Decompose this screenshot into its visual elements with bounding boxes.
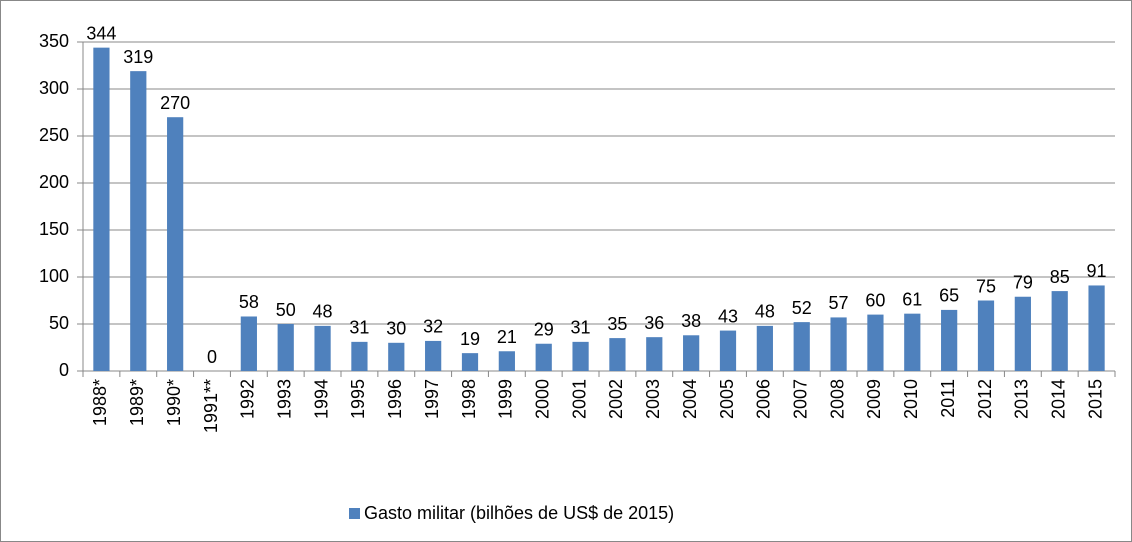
x-tick-label: 2014 [1048,379,1068,419]
bar [904,313,921,371]
x-tick-label: 2009 [864,379,884,419]
data-label: 75 [976,276,996,296]
data-label: 60 [865,290,885,310]
x-tick-label: 2000 [532,379,552,419]
x-tick-label: 2005 [717,379,737,419]
y-tick-label: 0 [59,360,69,380]
bar [756,325,773,371]
data-label: 35 [607,314,627,334]
bar [535,343,552,371]
x-tick-label: 2004 [680,379,700,419]
data-label: 50 [276,300,296,320]
data-label: 85 [1050,267,1070,287]
legend-swatch [349,508,360,519]
legend-label: Gasto militar (bilhões de US$ de 2015) [364,503,674,523]
x-tick-label: 2013 [1012,379,1032,419]
data-label: 32 [423,317,443,337]
y-tick-label: 50 [49,313,69,333]
data-label: 48 [313,302,333,322]
data-label: 29 [534,319,554,339]
y-tick-label: 300 [39,78,69,98]
data-label: 43 [718,306,738,326]
x-tick-label: 1997 [422,379,442,419]
x-tick-label: 2006 [754,379,774,419]
x-tick-label: 2012 [975,379,995,419]
x-tick-label: 1996 [385,379,405,419]
bar [498,351,515,371]
x-tick-label: 2008 [827,379,847,419]
y-tick-label: 150 [39,219,69,239]
bar [461,353,479,371]
data-label: 270 [160,93,190,113]
x-tick-label: 1992 [238,379,258,419]
bar [572,341,589,371]
bar [867,314,884,371]
bar [793,322,810,371]
x-tick-label: 1988* [90,379,110,426]
y-tick-label: 200 [39,172,69,192]
bar [646,337,663,371]
data-label: 344 [86,23,116,43]
bar [425,340,442,371]
data-label: 52 [792,298,812,318]
y-tick-label: 100 [39,266,69,286]
x-tick-label: 2007 [790,379,810,419]
data-label: 36 [644,313,664,333]
bar [167,117,184,371]
bar [93,47,110,371]
data-label: 30 [386,319,406,339]
x-tick-label: 1989* [127,379,147,426]
data-label: 65 [939,286,959,306]
y-tick-label: 250 [39,125,69,145]
bar [609,338,626,371]
bar [1051,291,1068,371]
x-tick-label: 2010 [901,379,921,419]
bar [1088,285,1105,371]
data-label: 31 [571,318,591,338]
x-tick-label: 1994 [311,379,331,419]
data-label: 48 [755,302,775,322]
x-tick-label: 2015 [1085,379,1105,419]
data-label: 21 [497,327,517,347]
x-tick-label: 1995 [348,379,368,419]
data-label: 91 [1087,261,1107,281]
bar [130,71,147,371]
data-label: 61 [902,289,922,309]
bar [1014,296,1031,371]
bar [683,335,700,371]
bar [240,316,257,371]
x-tick-label: 1999 [496,379,516,419]
x-tick-label: 1993 [274,379,294,419]
data-label: 319 [123,47,153,67]
bar [388,342,405,371]
data-label: 58 [239,292,259,312]
data-label: 79 [1013,272,1033,292]
x-tick-label: 1990* [164,379,184,426]
bar [314,325,331,371]
data-label: 19 [460,329,480,349]
x-tick-label: 2011 [938,379,958,418]
bar [977,300,995,371]
bar [719,330,737,371]
x-tick-label: 2001 [569,379,589,419]
y-tick-label: 350 [39,31,69,51]
bar [351,341,368,371]
x-tick-label: 1991** [201,379,221,433]
data-label: 38 [681,311,701,331]
data-label: 31 [349,318,369,338]
data-label: 0 [207,347,217,367]
bar [277,324,294,371]
x-tick-label: 2002 [606,379,626,419]
x-tick-label: 1998 [459,379,479,419]
data-label: 57 [829,293,849,313]
bar [830,317,847,371]
x-tick-label: 2003 [643,379,663,419]
bar [941,309,958,371]
